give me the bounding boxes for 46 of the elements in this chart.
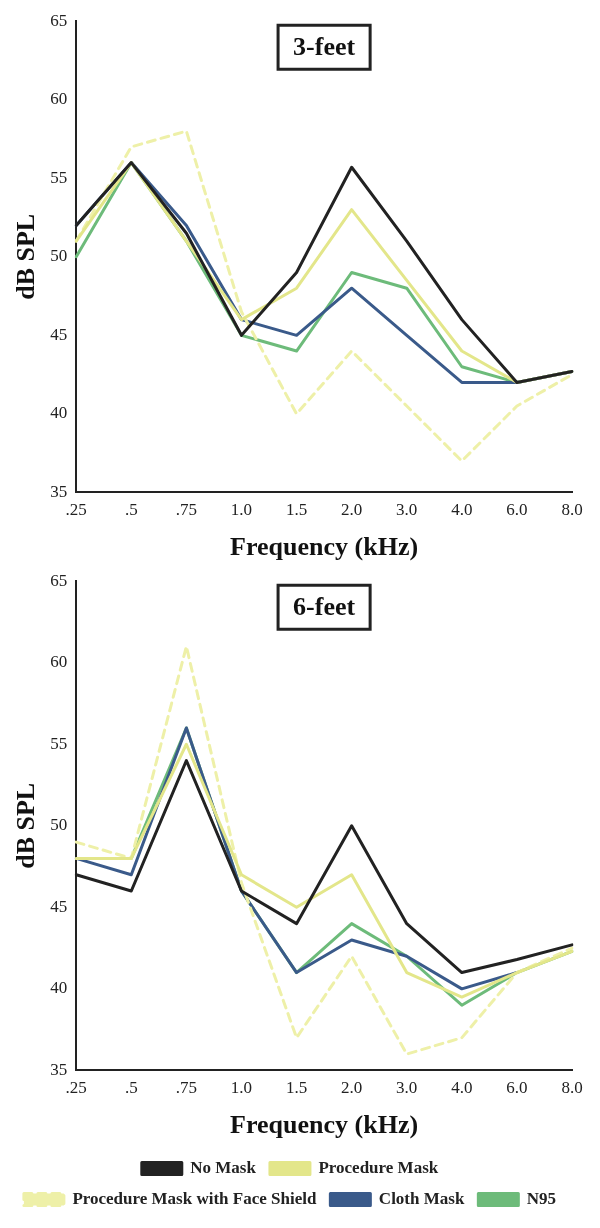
legend-label: Cloth Mask (378, 1188, 465, 1208)
legend-label: N95 (526, 1188, 557, 1208)
y-tick-label: 60 (50, 89, 68, 109)
y-tick-label: 55 (50, 733, 68, 753)
legend-label: No Mask (190, 1157, 257, 1177)
y-tick-label: 60 (50, 652, 68, 672)
x-tick-label: 2.0 (341, 500, 363, 520)
y-tick-label: 40 (50, 978, 68, 998)
x-tick-label: .5 (124, 1078, 138, 1098)
x-tick-label: 2.0 (341, 1078, 363, 1098)
y-axis-title: dB SPL (11, 213, 41, 300)
y-tick-label: 35 (50, 481, 68, 501)
x-tick-label: .25 (65, 1078, 87, 1098)
x-tick-label: 1.0 (230, 500, 253, 520)
y-tick-label: 50 (50, 815, 68, 835)
x-tick-label: 8.0 (561, 1078, 583, 1098)
x-tick-label: 3.0 (396, 1078, 418, 1098)
x-tick-label: 1.5 (285, 1078, 308, 1098)
x-tick-label: 4.0 (451, 1078, 473, 1098)
x-tick-label: 1.0 (230, 1078, 253, 1098)
text: 6-feet (293, 591, 356, 621)
y-tick-label: 50 (50, 246, 68, 266)
y-tick-label: 65 (50, 10, 68, 30)
y-tick-label: 35 (50, 1059, 68, 1079)
x-tick-label: .75 (175, 1078, 197, 1098)
x-tick-label: 8.0 (561, 500, 583, 520)
text: 3-feet (293, 31, 356, 61)
legend-label: Procedure Mask (318, 1157, 439, 1177)
x-tick-label: 6.0 (506, 500, 528, 520)
x-tick-label: .25 (65, 500, 87, 520)
x-axis-title: Frequency (kHz) (230, 1110, 419, 1140)
x-axis-title: Frequency (kHz) (230, 532, 419, 562)
x-tick-label: .75 (175, 500, 197, 520)
line-series (74, 644, 574, 1056)
y-axis-title: dB SPL (11, 782, 41, 869)
x-tick-label: 1.5 (285, 500, 308, 520)
legend-label: Procedure Mask with Face Shield (72, 1188, 317, 1208)
y-tick-label: 65 (50, 570, 68, 590)
x-tick-label: .5 (124, 500, 138, 520)
y-tick-label: 40 (50, 403, 68, 423)
x-tick-label: 3.0 (396, 500, 418, 520)
y-tick-label: 55 (50, 167, 68, 187)
y-tick-label: 45 (50, 896, 68, 916)
x-tick-label: 6.0 (506, 1078, 528, 1098)
x-tick-label: 4.0 (451, 500, 473, 520)
y-tick-label: 45 (50, 324, 68, 344)
